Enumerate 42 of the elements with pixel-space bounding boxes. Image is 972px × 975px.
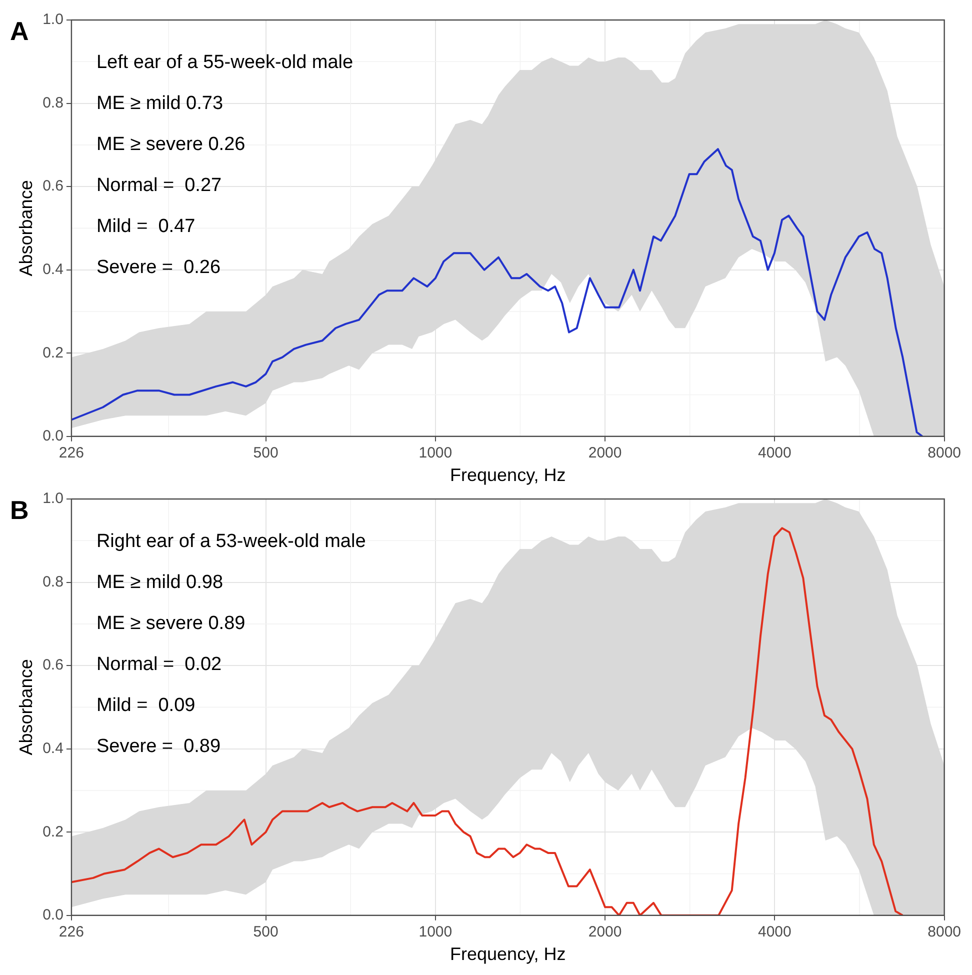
y-axis-title: Absorbance — [16, 180, 36, 276]
x-tick-label: 4000 — [758, 924, 792, 941]
y-tick-label: 0.6 — [42, 656, 64, 674]
x-tick-label: 500 — [253, 444, 278, 462]
y-tick-label: 0.8 — [42, 573, 64, 590]
annotation: Mild = 0.09 — [96, 695, 196, 716]
x-axis-title: Frequency, Hz — [450, 944, 566, 964]
annotation: Severe = 0.89 — [96, 736, 221, 758]
y-tick-label: 0.6 — [42, 178, 64, 195]
annotation: ME ≥ severe 0.89 — [96, 613, 246, 634]
chart-title: A — [10, 16, 29, 46]
annotation: Normal = 0.02 — [96, 654, 222, 676]
annotation: ME ≥ severe 0.26 — [96, 134, 246, 156]
y-tick-label: 1.0 — [42, 490, 64, 508]
x-axis-title: Frequency, Hz — [450, 465, 566, 486]
y-tick-label: 0.2 — [42, 823, 64, 840]
annotation: Right ear of a 53-week-old male — [96, 531, 366, 552]
annotation: Mild = 0.47 — [96, 216, 196, 238]
annotation: ME ≥ mild 0.98 — [96, 572, 224, 594]
x-tick-label: 226 — [58, 444, 84, 462]
chart-title: B — [10, 495, 29, 526]
x-tick-label: 1000 — [418, 444, 452, 462]
y-tick-label: 0.0 — [42, 428, 64, 445]
x-tick-label: 2000 — [588, 924, 622, 941]
x-tick-label: 8000 — [928, 924, 962, 941]
y-tick-label: 0.8 — [42, 94, 64, 112]
annotation: Severe = 0.26 — [96, 257, 221, 278]
y-tick-label: 0.4 — [42, 260, 64, 278]
y-tick-label: 0.2 — [42, 344, 64, 362]
y-tick-label: 0.4 — [42, 740, 64, 757]
x-tick-label: 2000 — [588, 444, 622, 462]
annotation: Normal = 0.27 — [96, 175, 222, 196]
y-axis-title: Absorbance — [16, 659, 36, 756]
y-tick-label: 1.0 — [42, 11, 64, 28]
x-tick-label: 500 — [253, 924, 278, 941]
x-tick-label: 226 — [58, 924, 84, 941]
y-tick-label: 0.0 — [42, 906, 64, 924]
x-tick-label: 8000 — [928, 444, 962, 462]
annotation: ME ≥ mild 0.73 — [96, 93, 224, 114]
x-tick-label: 1000 — [418, 924, 452, 941]
x-tick-label: 4000 — [758, 444, 792, 462]
annotation: Left ear of a 55-week-old male — [96, 52, 354, 74]
